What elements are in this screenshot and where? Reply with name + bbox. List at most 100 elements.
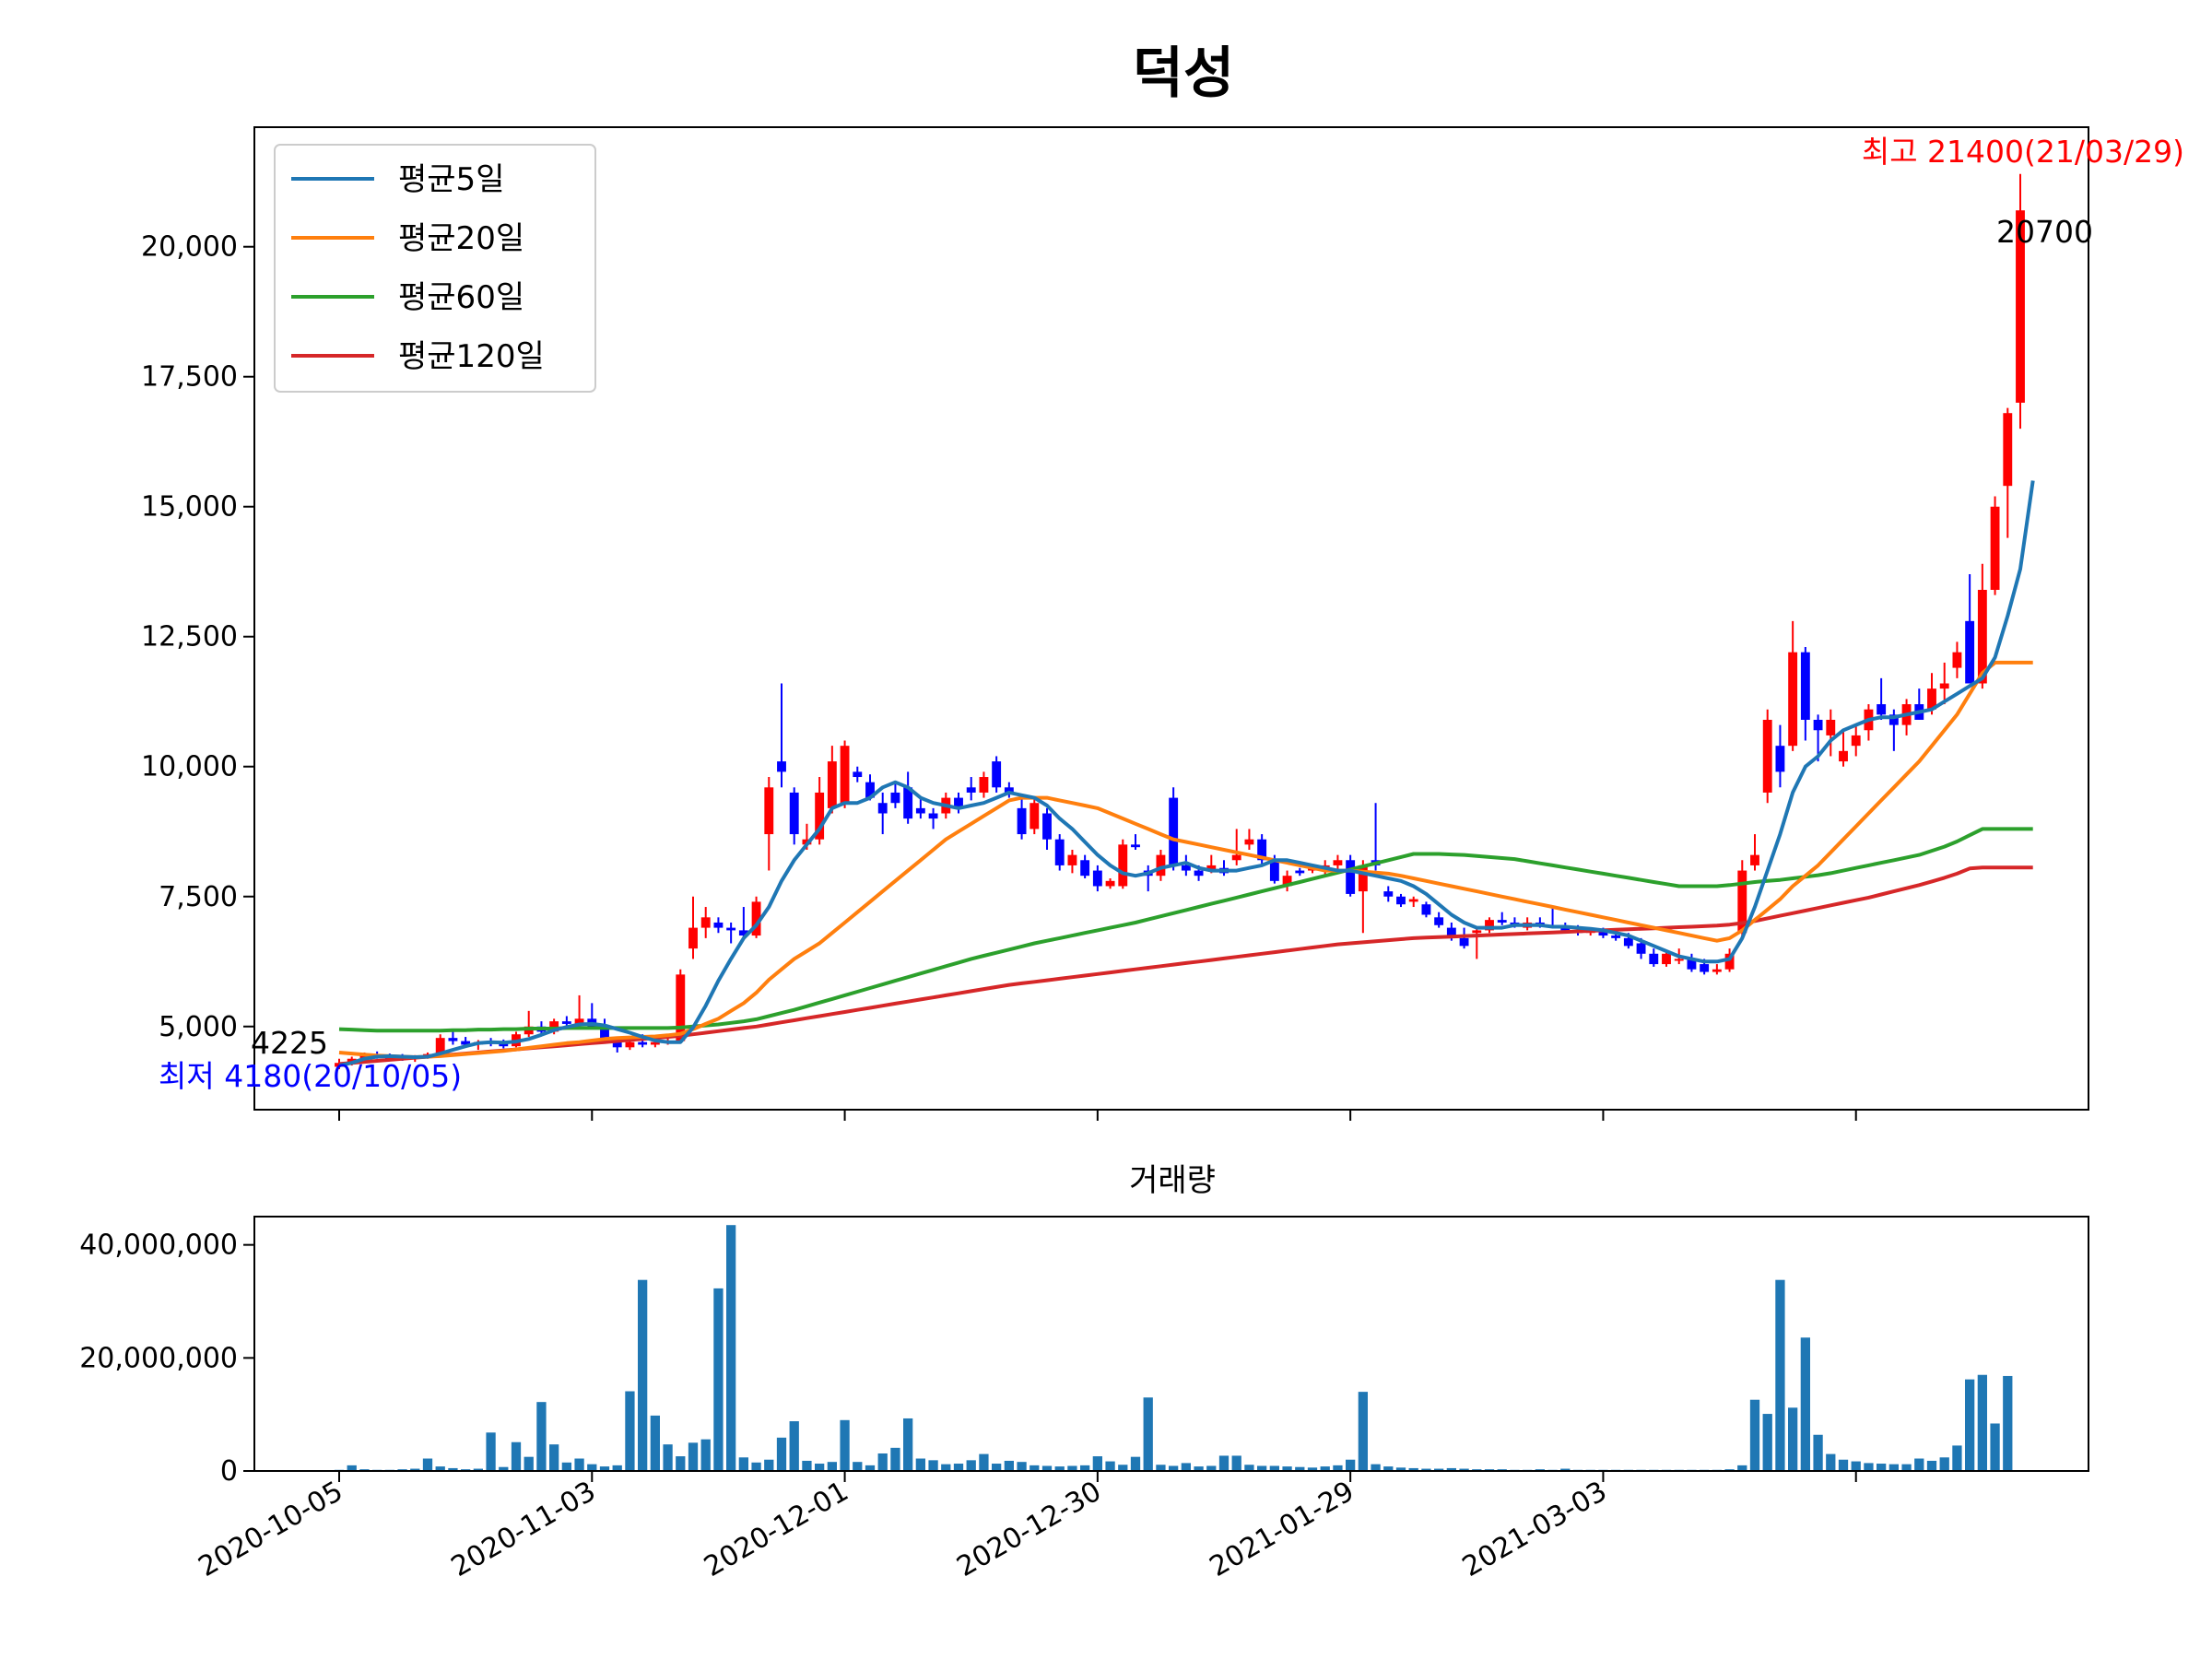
volume-plot-frame xyxy=(253,1216,2089,1472)
volume-bar xyxy=(966,1460,976,1471)
candle-body xyxy=(827,761,837,808)
volume-bar xyxy=(1749,1399,1760,1471)
price-y-tick-label: 7,500 xyxy=(159,881,238,913)
date-tick-label: 2020-11-03 xyxy=(446,1476,601,1583)
candle-body xyxy=(1030,803,1040,830)
candle-body xyxy=(877,803,888,814)
volume-bar xyxy=(2003,1375,2013,1471)
candle-body xyxy=(1712,969,1722,972)
volume-bar xyxy=(1888,1464,1899,1471)
volume-bar xyxy=(1737,1465,1747,1471)
candle-body xyxy=(865,782,875,798)
volume-bars xyxy=(334,1225,2013,1471)
candle-body xyxy=(1472,930,1482,934)
date-tick-label: 2021-01-29 xyxy=(1205,1476,1359,1583)
volume-bar xyxy=(1421,1468,1431,1471)
volume-bar xyxy=(1939,1457,1949,1471)
volume-bar xyxy=(1952,1445,1962,1471)
legend-label-ma20: 평균20일 xyxy=(398,220,524,257)
candle-body xyxy=(1269,860,1279,881)
volume-bar xyxy=(1206,1465,1217,1471)
candle-body xyxy=(347,1058,357,1064)
volume-bar xyxy=(1965,1379,1975,1471)
candle-body xyxy=(966,787,976,793)
volume-bar xyxy=(1194,1466,1204,1471)
candle-body xyxy=(600,1026,609,1040)
volume-bar xyxy=(1218,1455,1230,1471)
candle-body xyxy=(1244,839,1254,845)
candle-body xyxy=(1333,860,1343,865)
volume-bar xyxy=(890,1447,900,1471)
price-y-tick-label: 15,000 xyxy=(141,491,238,524)
volume-bar xyxy=(1320,1466,1330,1471)
volume-bar xyxy=(1080,1465,1090,1471)
candle-body xyxy=(1131,844,1140,848)
candle-body xyxy=(1888,714,1899,725)
candle-body xyxy=(1358,865,1368,892)
candle-body xyxy=(1383,891,1394,897)
volume-bar xyxy=(587,1464,597,1471)
candle-body xyxy=(890,792,900,804)
candle-body xyxy=(1700,964,1710,972)
candle-body xyxy=(815,792,825,840)
volume-bar xyxy=(992,1464,1002,1471)
volume-bar xyxy=(1813,1434,1823,1471)
candle-body xyxy=(789,792,799,835)
candle-body xyxy=(1560,927,1571,931)
volume-bar xyxy=(1030,1465,1040,1471)
candle-body xyxy=(461,1041,471,1045)
volume-bar xyxy=(1788,1407,1798,1471)
volume-bar xyxy=(1560,1468,1571,1471)
volume-y-ticks: 0 20,000,000 40,000,000 xyxy=(79,1230,254,1488)
volume-bar xyxy=(1914,1458,1924,1471)
candle-body xyxy=(1080,860,1090,877)
candle-body xyxy=(1054,839,1065,865)
volume-bar xyxy=(1395,1467,1406,1471)
candle-body xyxy=(1649,953,1659,965)
volume-bar xyxy=(802,1460,812,1471)
volume-bar xyxy=(1926,1460,1937,1471)
price-x-ticks xyxy=(338,1110,1857,1121)
candle-body xyxy=(1257,839,1267,861)
low-label: 최저 4180(20/10/05) xyxy=(159,1058,462,1094)
date-tick-label: 2020-12-01 xyxy=(699,1476,853,1583)
price-plot-frame xyxy=(253,126,2089,1111)
volume-bar xyxy=(1990,1423,2000,1471)
volume-bar xyxy=(1762,1414,1772,1471)
volume-bar xyxy=(524,1456,534,1471)
volume-bar xyxy=(1838,1459,1849,1471)
volume-bar xyxy=(1307,1467,1318,1471)
volume-bar xyxy=(853,1462,863,1471)
volume-bar xyxy=(1371,1464,1381,1471)
volume-x-ticks: 2020-10-05 2020-11-03 2020-12-01 2020-12-30… xyxy=(194,1471,1857,1583)
candle-body xyxy=(1611,935,1621,938)
volume-bar xyxy=(1231,1455,1241,1471)
legend-label-ma5: 평균5일 xyxy=(398,161,504,198)
volume-bar xyxy=(903,1418,913,1471)
volume-bar xyxy=(953,1464,964,1471)
volume-bar xyxy=(1864,1463,1874,1471)
volume-bar xyxy=(347,1465,357,1471)
candle-body xyxy=(1762,719,1772,793)
candle-body xyxy=(1826,719,1836,735)
volume-bar xyxy=(979,1453,989,1471)
candle-body xyxy=(1851,735,1861,747)
candle-body xyxy=(1118,844,1128,887)
price-y-tick-label: 17,500 xyxy=(141,361,238,394)
ma5-line xyxy=(338,480,2035,1068)
volume-bar xyxy=(789,1421,799,1471)
candle-body xyxy=(738,930,748,936)
candle-body xyxy=(638,1041,648,1045)
volume-bar xyxy=(1901,1464,1912,1471)
price-y-ticks: 5,000 7,500 10,000 12,500 15,000 17,500 20,000 xyxy=(141,231,254,1043)
volume-bar xyxy=(1346,1459,1356,1471)
volume-bar xyxy=(928,1460,938,1471)
candle-body xyxy=(1927,688,1936,710)
candle-body xyxy=(1067,854,1077,865)
candle-body xyxy=(1092,870,1102,887)
candle-body xyxy=(1977,589,1987,684)
volume-bar xyxy=(1017,1462,1027,1471)
candle-body xyxy=(1181,865,1191,871)
volume-bar xyxy=(549,1444,559,1471)
